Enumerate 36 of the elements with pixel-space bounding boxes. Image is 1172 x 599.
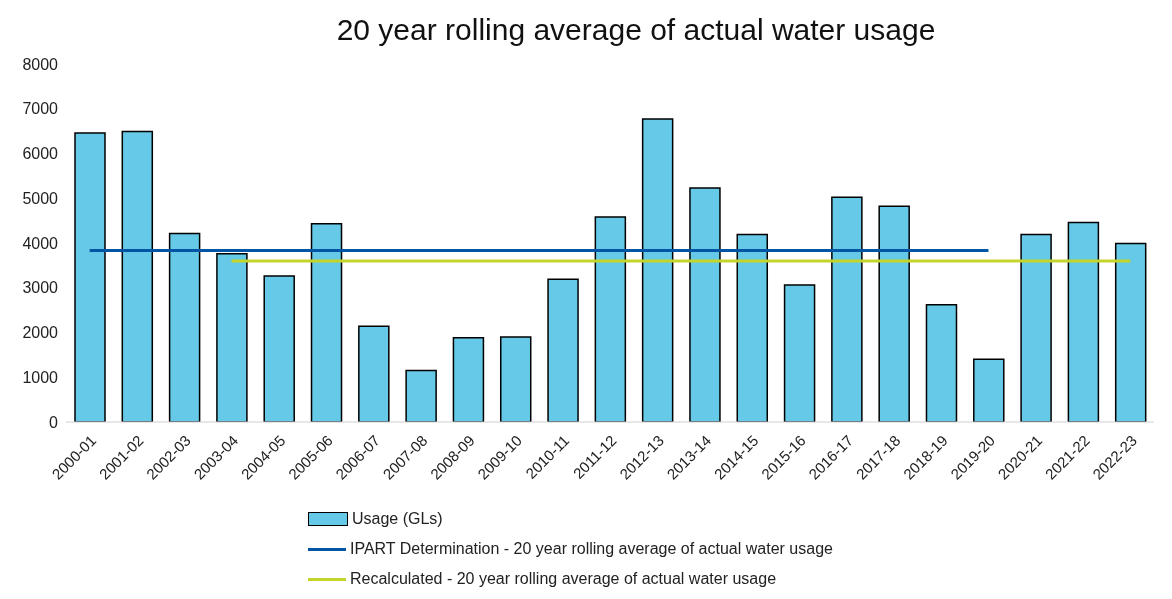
y-tick-label: 2000 [22,324,59,342]
bar [263,275,295,422]
bar [1067,221,1100,422]
bar [783,284,816,422]
legend-label: IPART Determination - 20 year rolling average of actual water usage [350,540,833,558]
y-tick-label: 4000 [22,234,59,252]
chart-title: 20 year rolling average of actual water usage [335,12,937,48]
y-tick-label: 6000 [22,145,59,163]
bar [594,216,627,422]
y-tick-label: 7000 [22,100,59,118]
bar [689,187,721,422]
y-tick-label: 3000 [22,279,59,297]
bar [405,369,437,422]
bar [216,252,248,422]
y-tick-label: 0 [49,413,59,431]
bar [831,196,863,422]
y-tick-label: 1000 [22,368,59,386]
legend-label: Recalculated - 20 year rolling average of actual water usage [350,570,777,588]
bar [121,130,154,422]
bar [358,325,390,422]
bar [641,118,674,422]
bar [1114,242,1147,422]
bar [547,278,579,422]
bar [452,337,485,422]
bar [736,233,769,422]
bar [973,358,1005,422]
bar [925,304,958,422]
legend-label: Usage (GLs) [352,510,443,528]
bar [1020,233,1052,422]
bar [74,132,106,422]
y-tick-label: 5000 [22,189,59,207]
bar [878,205,910,422]
bar [168,232,201,422]
y-tick-label: 8000 [22,55,59,73]
bar [499,336,532,422]
bar [310,223,343,422]
